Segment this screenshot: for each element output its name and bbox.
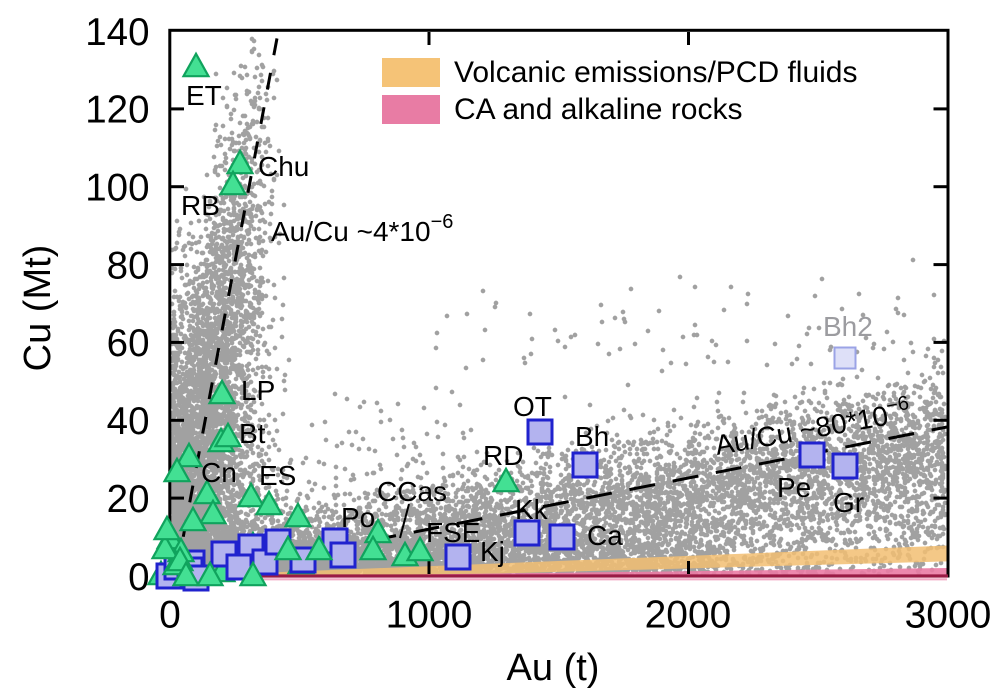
svg-text:Volcanic emissions/PCD fluids: Volcanic emissions/PCD fluids [454,56,858,89]
svg-text:0: 0 [128,556,149,599]
svg-text:0: 0 [159,594,181,637]
svg-text:1000: 1000 [386,594,473,637]
svg-text:Bh2: Bh2 [823,311,873,342]
svg-text:Gr: Gr [833,487,864,518]
svg-text:40: 40 [107,400,150,443]
svg-text:120: 120 [85,89,149,132]
svg-text:CCas: CCas [377,476,447,507]
svg-text:Ca: Ca [587,520,623,551]
svg-text:ET: ET [186,80,222,111]
svg-text:Bt: Bt [239,418,266,449]
svg-text:140: 140 [85,11,149,54]
svg-text:Kj: Kj [480,536,505,567]
svg-text:Po: Po [341,502,375,533]
svg-text:Chu: Chu [258,151,309,182]
svg-text:ES: ES [259,460,296,491]
svg-text:60: 60 [107,322,150,365]
svg-text:20: 20 [107,478,150,521]
svg-text:Pe: Pe [777,472,811,503]
svg-text:Cu (Mt): Cu (Mt) [17,245,59,372]
svg-text:FSE: FSE [426,517,480,548]
svg-text:80: 80 [107,244,150,287]
svg-text:Au/Cu ~4*10−6: Au/Cu ~4*10−6 [271,211,453,247]
svg-text:Cn: Cn [201,457,237,488]
svg-text:3000: 3000 [905,594,992,637]
svg-text:CA and alkaline rocks: CA and alkaline rocks [454,93,743,126]
svg-text:RD: RD [483,440,523,471]
svg-text:100: 100 [85,167,149,210]
svg-text:LP: LP [241,375,275,406]
svg-text:OT: OT [513,391,552,422]
svg-text:Kk: Kk [515,494,549,525]
svg-text:2000: 2000 [645,594,732,637]
svg-text:Au (t): Au (t) [507,647,600,689]
svg-text:Bh: Bh [575,421,609,452]
svg-text:RB: RB [181,190,220,221]
